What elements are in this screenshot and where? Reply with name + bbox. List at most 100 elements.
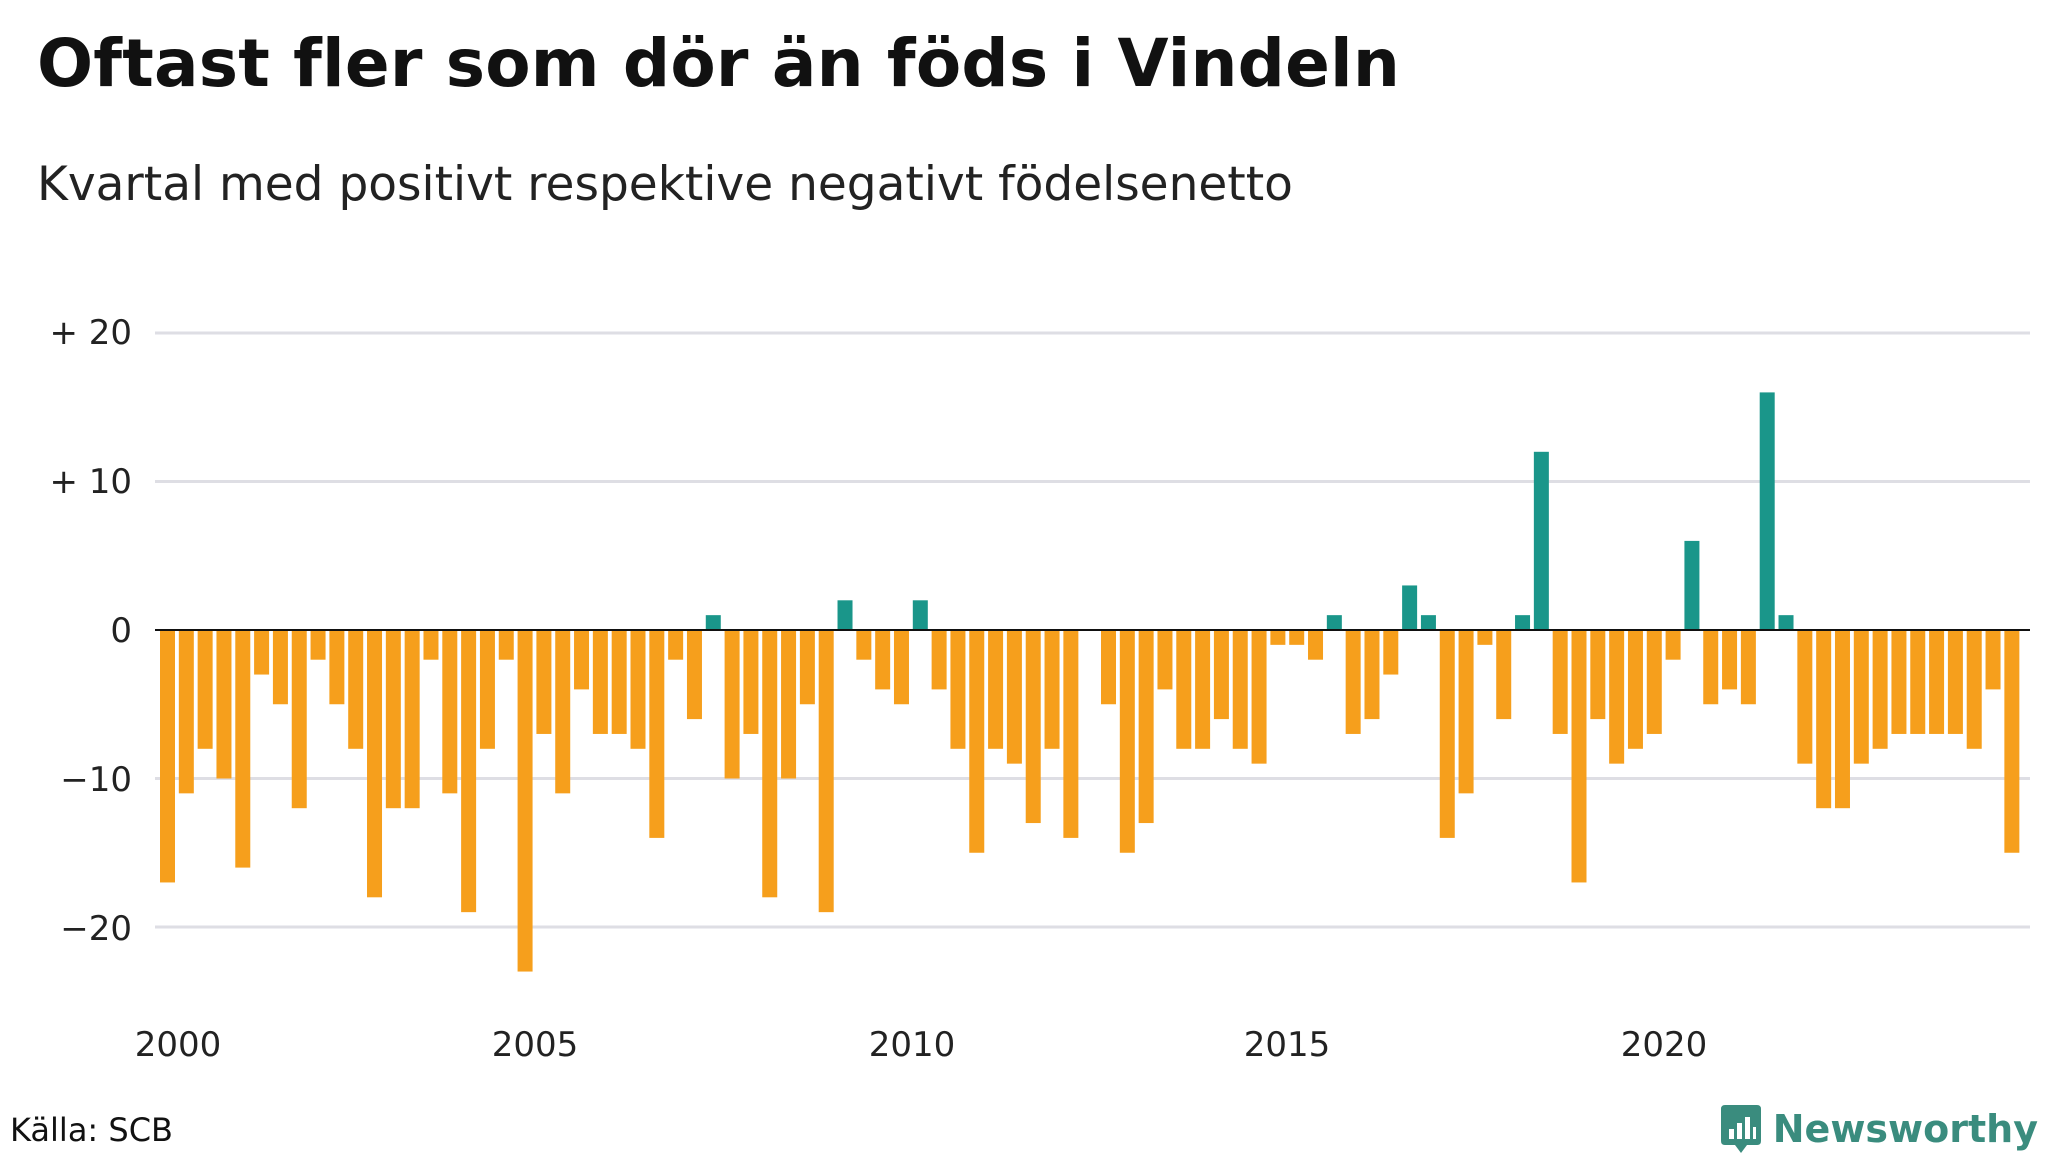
- x-tick-label: 2005: [492, 1025, 579, 1065]
- bar-negative: [254, 630, 270, 675]
- bar-negative: [1101, 630, 1116, 705]
- bar-negative: [1496, 630, 1512, 720]
- y-tick-label: −20: [60, 909, 132, 949]
- x-tick-label: 2010: [869, 1025, 956, 1065]
- bar-positive: [1326, 615, 1342, 630]
- bar-negative: [1006, 630, 1022, 764]
- y-tick-label: 0: [110, 611, 132, 651]
- bar-negative: [1627, 630, 1643, 749]
- bar-negative: [272, 630, 288, 705]
- bar-negative: [969, 630, 985, 853]
- bar-negative: [893, 630, 909, 705]
- bar-negative: [310, 630, 326, 660]
- bar-negative: [950, 630, 966, 749]
- bar-negative: [724, 630, 740, 779]
- bar-negative: [762, 630, 778, 898]
- bar-negative: [1176, 630, 1192, 749]
- brand-name: Newsworthy: [1772, 1107, 2038, 1151]
- bar-negative: [668, 630, 684, 660]
- bar-negative: [1872, 630, 1888, 749]
- bar-negative: [1138, 630, 1154, 824]
- bar-negative: [348, 630, 364, 749]
- source-note: Källa: SCB: [10, 1111, 173, 1149]
- bar-positive: [912, 600, 928, 630]
- bar-negative: [1703, 630, 1719, 705]
- bar-negative: [367, 630, 383, 898]
- x-tick-label: 2015: [1244, 1025, 1331, 1065]
- bar-negative: [1740, 630, 1756, 705]
- bar-positive: [837, 600, 853, 630]
- bar-negative: [1364, 630, 1380, 720]
- bar-negative: [291, 630, 307, 809]
- bars: [160, 392, 2020, 972]
- bar-negative: [630, 630, 646, 749]
- bar-negative: [178, 630, 194, 794]
- bar-negative: [1571, 630, 1587, 883]
- x-tick-label: 2020: [1621, 1025, 1708, 1065]
- bar-negative: [1477, 630, 1493, 645]
- bar-negative: [1853, 630, 1869, 764]
- bar-positive: [1684, 540, 1700, 630]
- bar-positive: [705, 615, 721, 630]
- bar-negative: [1025, 630, 1041, 824]
- bar-negative: [1270, 630, 1286, 645]
- bar-negative: [574, 630, 590, 690]
- bar-negative: [235, 630, 251, 868]
- bar-negative: [517, 630, 533, 972]
- y-tick-label: + 10: [49, 462, 132, 502]
- bar-negative: [856, 630, 872, 660]
- bar-negative: [686, 630, 702, 720]
- bar-negative: [1816, 630, 1832, 809]
- bar-negative: [197, 630, 213, 749]
- bar-negative: [1044, 630, 1060, 749]
- bar-negative: [555, 630, 571, 794]
- bar-negative: [743, 630, 759, 734]
- bar-negative: [1195, 630, 1211, 749]
- bar-chart: + 20 + 10 0 −10 −20 2000 2005 2010 2015 …: [49, 313, 2030, 1065]
- bar-negative: [1063, 630, 1079, 838]
- bar-negative: [1345, 630, 1361, 734]
- bar-negative: [423, 630, 439, 660]
- bar-negative: [875, 630, 891, 690]
- chart-subtitle: Kvartal med positivt respektive negativt…: [37, 157, 1293, 212]
- bar-positive: [1515, 615, 1531, 630]
- bar-positive: [1778, 615, 1794, 630]
- bar-negative: [479, 630, 495, 749]
- bar-negative: [1722, 630, 1738, 690]
- bar-negative: [442, 630, 458, 794]
- gridlines: [155, 331, 2030, 929]
- bar-negative: [1458, 630, 1474, 794]
- bar-positive: [1420, 615, 1436, 630]
- bar-negative: [461, 630, 477, 913]
- bar-negative: [1910, 630, 1926, 734]
- y-axis: + 20 + 10 0 −10 −20: [49, 313, 132, 949]
- bar-negative: [649, 630, 665, 838]
- bar-negative: [1947, 630, 1963, 734]
- bar-negative: [1251, 630, 1267, 764]
- x-tick-label: 2000: [135, 1025, 222, 1065]
- bar-negative: [1552, 630, 1568, 734]
- y-tick-label: + 20: [49, 313, 132, 353]
- bar-negative: [1232, 630, 1248, 749]
- bar-positive: [1402, 585, 1418, 630]
- bar-negative: [988, 630, 1004, 749]
- bar-negative: [498, 630, 514, 660]
- bar-negative: [160, 630, 175, 883]
- bar-negative: [1834, 630, 1850, 809]
- bar-negative: [931, 630, 947, 690]
- bar-negative: [781, 630, 797, 779]
- bar-negative: [1383, 630, 1399, 675]
- x-axis: 2000 2005 2010 2015 2020: [135, 1025, 1708, 1065]
- bar-positive: [1759, 392, 1775, 630]
- bar-negative: [536, 630, 552, 734]
- bar-negative: [818, 630, 834, 913]
- bar-negative: [1289, 630, 1305, 645]
- bar-negative: [1119, 630, 1135, 853]
- bar-negative: [1439, 630, 1455, 838]
- bar-negative: [1966, 630, 1982, 749]
- bar-negative: [592, 630, 608, 734]
- bar-negative: [2004, 630, 2020, 853]
- newsworthy-logo: Newsworthy: [1719, 1103, 2038, 1155]
- bar-negative: [1985, 630, 2001, 690]
- bar-negative: [799, 630, 815, 705]
